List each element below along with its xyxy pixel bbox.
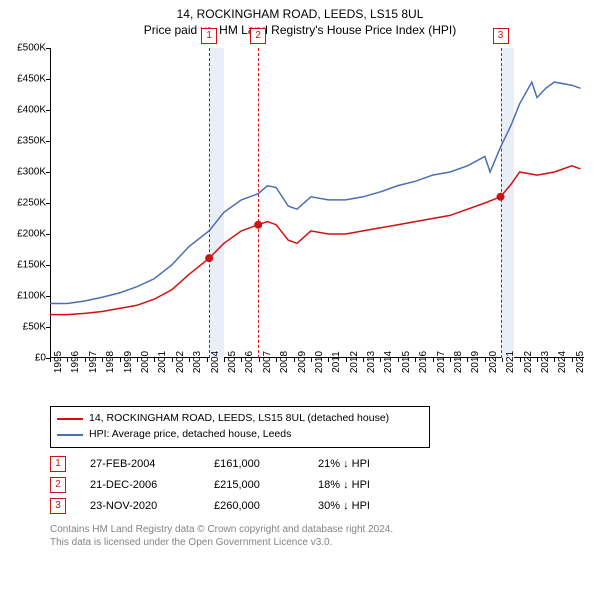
y-axis-tick-label: £450K bbox=[17, 74, 46, 85]
transaction-hpi-delta: 30% ↓ HPI bbox=[318, 496, 418, 517]
legend-item: HPI: Average price, detached house, Leed… bbox=[57, 427, 423, 443]
y-axis-tick-label: £150K bbox=[17, 260, 46, 271]
y-axis-tick-label: £350K bbox=[17, 136, 46, 147]
x-axis-tick-label: 1997 bbox=[88, 351, 99, 373]
x-axis-tick-label: 2004 bbox=[210, 351, 221, 373]
x-axis-tick-label: 2020 bbox=[488, 351, 499, 373]
legend-item: 14, ROCKINGHAM ROAD, LEEDS, LS15 8UL (de… bbox=[57, 411, 423, 427]
chart-title-address: 14, ROCKINGHAM ROAD, LEEDS, LS15 8UL bbox=[8, 6, 592, 22]
transaction-price: £161,000 bbox=[214, 454, 294, 475]
footer-line: Contains HM Land Registry data © Crown c… bbox=[50, 523, 592, 537]
x-axis-tick-label: 2003 bbox=[192, 351, 203, 373]
table-row: 1 27-FEB-2004 £161,000 21% ↓ HPI bbox=[50, 454, 592, 475]
y-axis-tick-label: £50K bbox=[23, 322, 46, 333]
x-axis-tick-label: 2018 bbox=[453, 351, 464, 373]
footer-attribution: Contains HM Land Registry data © Crown c… bbox=[50, 523, 592, 550]
x-axis-tick-label: 2015 bbox=[401, 351, 412, 373]
footer-line: This data is licensed under the Open Gov… bbox=[50, 536, 592, 550]
x-axis-tick-label: 2007 bbox=[262, 351, 273, 373]
sale-marker-icon bbox=[254, 221, 262, 229]
x-axis-tick-label: 2014 bbox=[383, 351, 394, 373]
sale-marker-icon bbox=[205, 255, 213, 263]
x-axis-tick-label: 2000 bbox=[140, 351, 151, 373]
transaction-date: 27-FEB-2004 bbox=[90, 454, 190, 475]
transactions-table: 1 27-FEB-2004 £161,000 21% ↓ HPI 2 21-DE… bbox=[50, 454, 592, 517]
x-axis-tick-label: 2019 bbox=[470, 351, 481, 373]
x-axis-tick-label: 2021 bbox=[505, 351, 516, 373]
x-axis-tick-label: 2001 bbox=[157, 351, 168, 373]
legend-label: 14, ROCKINGHAM ROAD, LEEDS, LS15 8UL (de… bbox=[89, 411, 389, 427]
chart-svg bbox=[50, 48, 584, 358]
transaction-hpi-delta: 21% ↓ HPI bbox=[318, 454, 418, 475]
legend: 14, ROCKINGHAM ROAD, LEEDS, LS15 8UL (de… bbox=[50, 406, 430, 448]
transaction-date: 21-DEC-2006 bbox=[90, 475, 190, 496]
x-axis-tick-label: 1999 bbox=[123, 351, 134, 373]
transaction-marker-icon: 1 bbox=[50, 456, 66, 472]
y-axis-tick-label: £250K bbox=[17, 198, 46, 209]
y-axis-tick-label: £100K bbox=[17, 291, 46, 302]
x-axis-tick-label: 2009 bbox=[297, 351, 308, 373]
transaction-marker-icon: 2 bbox=[50, 477, 66, 493]
sale-marker-icon bbox=[497, 193, 505, 201]
transaction-date: 23-NOV-2020 bbox=[90, 496, 190, 517]
x-axis-tick-label: 2023 bbox=[540, 351, 551, 373]
x-axis-tick-label: 1998 bbox=[105, 351, 116, 373]
table-row: 2 21-DEC-2006 £215,000 18% ↓ HPI bbox=[50, 475, 592, 496]
x-axis-tick-label: 2013 bbox=[366, 351, 377, 373]
x-axis-tick-label: 2017 bbox=[436, 351, 447, 373]
transaction-price: £215,000 bbox=[214, 475, 294, 496]
table-row: 3 23-NOV-2020 £260,000 30% ↓ HPI bbox=[50, 496, 592, 517]
transaction-hpi-delta: 18% ↓ HPI bbox=[318, 475, 418, 496]
chart-area: £0 £50K £100K £150K £200K £250K £300K £350K £400… bbox=[8, 42, 592, 402]
chart-container: 14, ROCKINGHAM ROAD, LEEDS, LS15 8UL Pri… bbox=[0, 0, 600, 558]
x-axis-tick-label: 2024 bbox=[557, 351, 568, 373]
x-axis-tick-label: 1996 bbox=[70, 351, 81, 373]
y-axis-tick-label: £500K bbox=[17, 43, 46, 54]
x-axis-tick-label: 2002 bbox=[175, 351, 186, 373]
x-axis-tick-label: 2011 bbox=[331, 352, 342, 374]
event-number-icon: 2 bbox=[250, 28, 266, 44]
legend-swatch bbox=[57, 434, 83, 436]
legend-swatch bbox=[57, 418, 83, 420]
y-axis-tick-label: £400K bbox=[17, 105, 46, 116]
y-axis-tick-label: £300K bbox=[17, 167, 46, 178]
x-axis-tick-label: 2005 bbox=[227, 351, 238, 373]
legend-label: HPI: Average price, detached house, Leed… bbox=[89, 427, 291, 443]
x-axis-tick-label: 2008 bbox=[279, 351, 290, 373]
x-axis-tick-label: 2025 bbox=[575, 351, 586, 373]
event-number-icon: 1 bbox=[201, 28, 217, 44]
x-axis-tick-label: 2016 bbox=[418, 351, 429, 373]
x-axis-tick-label: 2012 bbox=[349, 351, 360, 373]
x-axis-tick-label: 2010 bbox=[314, 351, 325, 373]
x-axis-tick-label: 2006 bbox=[244, 351, 255, 373]
event-number-icon: 3 bbox=[493, 28, 509, 44]
x-axis-tick-label: 1995 bbox=[53, 351, 64, 373]
transaction-price: £260,000 bbox=[214, 496, 294, 517]
transaction-marker-icon: 3 bbox=[50, 498, 66, 514]
y-axis-tick-label: £200K bbox=[17, 229, 46, 240]
y-axis-tick-label: £0 bbox=[35, 353, 46, 364]
series-line-hpi bbox=[50, 82, 581, 303]
x-axis-tick-label: 2022 bbox=[523, 351, 534, 373]
series-line-price_paid bbox=[50, 166, 581, 315]
